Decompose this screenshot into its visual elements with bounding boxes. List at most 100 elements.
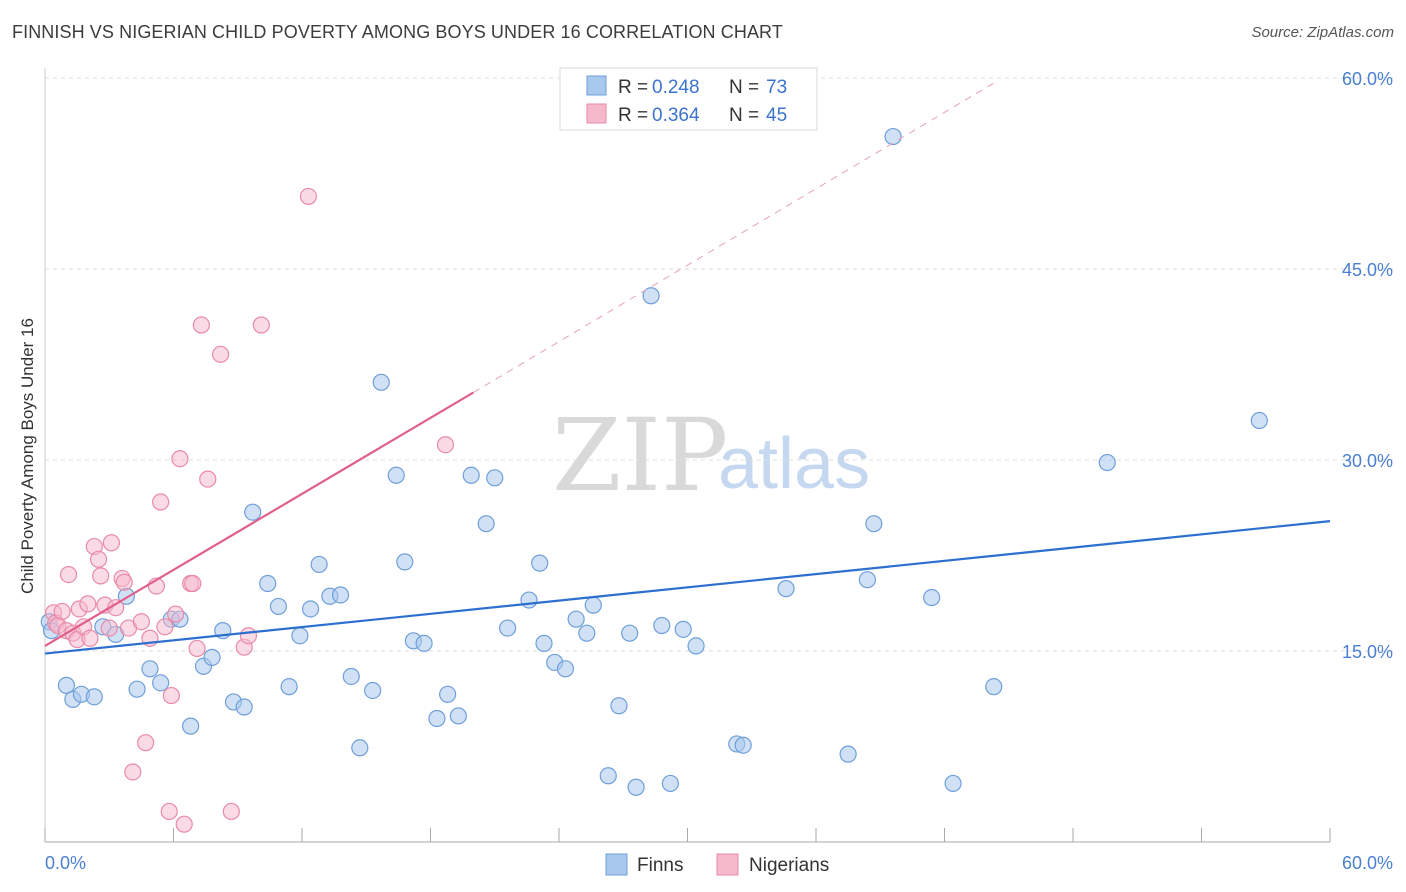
finns-point (661, 774, 679, 793)
finns-point (486, 469, 504, 487)
finns-point (462, 466, 480, 484)
finns-point (85, 688, 103, 706)
trend-lines (44, 80, 1331, 655)
finns-point (269, 597, 288, 616)
nigerians-point (436, 436, 455, 454)
finns-point (1250, 411, 1268, 430)
nigerians-point (171, 450, 189, 468)
x-tick-label: 0.0% (45, 853, 86, 873)
legend-nigerians-swatch (586, 103, 607, 124)
nigerians-point (252, 316, 270, 334)
finns-point (203, 648, 221, 666)
finns-point (152, 674, 170, 692)
finns-point (653, 616, 671, 635)
finns-point (944, 774, 962, 793)
finns-point (449, 707, 467, 725)
finns-point (428, 709, 446, 728)
legend-finns-n-label: N = (729, 77, 759, 98)
nigerians-point (212, 345, 230, 363)
finns-point (415, 634, 433, 652)
finns-point (351, 739, 369, 757)
finns-point (291, 627, 309, 645)
finns-point (439, 685, 457, 703)
legend-nigerians-n-label: N = (729, 105, 759, 126)
finns-point (584, 596, 602, 614)
finns-point (310, 555, 328, 574)
bottom-legend: Finns Nigerians (605, 853, 829, 876)
finns-point (627, 778, 645, 796)
nigerians-point (137, 734, 155, 752)
bottom-legend-finns-label: Finns (637, 855, 683, 876)
nigerians-trend-line (44, 391, 474, 647)
legend-nigerians-r-value: 0.364 (652, 105, 700, 126)
nigerians-point (92, 567, 110, 585)
finns-point (858, 571, 877, 589)
finns-point (477, 515, 495, 533)
finns-point (531, 554, 549, 572)
finns-point (372, 373, 390, 391)
finns-point (556, 660, 575, 678)
nigerians-point (192, 316, 210, 334)
finns-point (839, 745, 857, 763)
source-label: Source: ZipAtlas.com (1251, 24, 1394, 41)
finns-point (331, 586, 350, 604)
nigerians-point (124, 763, 142, 781)
y-tick-label: 30.0% (1342, 451, 1393, 471)
finns-points (40, 127, 1268, 796)
finns-point (141, 660, 159, 678)
finns-point (57, 676, 76, 694)
finns-point (364, 681, 382, 700)
nigerians-point (102, 534, 120, 552)
legend-nigerians-r-label: R = (618, 105, 648, 126)
finns-point (985, 678, 1003, 696)
nigerians-point (152, 493, 170, 511)
y-axis-label: Child Poverty Among Boys Under 16 (18, 318, 37, 594)
gridlines (45, 77, 1393, 652)
legend-nigerians-n-value: 45 (766, 105, 787, 126)
finns-point (674, 620, 692, 638)
chart-title: FINNISH VS NIGERIAN CHILD POVERTY AMONG … (12, 22, 783, 42)
finns-point (621, 624, 639, 642)
finns-point (396, 553, 414, 571)
bottom-legend-finns-swatch (605, 853, 628, 876)
finns-point (734, 736, 752, 754)
legend-finns-r-label: R = (618, 77, 648, 98)
finns-point (520, 591, 538, 609)
finns-point (1098, 453, 1116, 472)
nigerians-point (160, 802, 178, 821)
nigerians-point (89, 550, 108, 568)
legend-finns-n-value: 73 (766, 77, 787, 98)
nigerians-point (79, 595, 97, 613)
finns-trend-line (44, 520, 1331, 655)
watermark-zip: ZIP (552, 397, 728, 514)
nigerians-point (156, 618, 174, 636)
nigerians-point (100, 619, 118, 637)
nigerians-point (81, 629, 99, 647)
nigerians-point (167, 605, 185, 623)
nigerians-point (199, 470, 217, 488)
finns-point (884, 127, 902, 146)
legend-finns-swatch (586, 75, 607, 96)
finns-point (865, 515, 883, 533)
y-tick-label: 45.0% (1342, 260, 1393, 280)
nigerians-point (115, 573, 133, 591)
finns-point (610, 697, 628, 715)
finns-point (687, 637, 705, 655)
nigerians-point (162, 686, 180, 705)
axes (44, 68, 1331, 843)
nigerians-points (44, 187, 455, 833)
finns-point (923, 588, 941, 607)
finns-point (499, 619, 517, 637)
nigerians-point (188, 639, 206, 658)
finns-point (342, 667, 360, 686)
finns-point (387, 466, 405, 484)
finns-point (777, 580, 795, 598)
finns-point (280, 678, 298, 696)
nigerians-point (184, 574, 202, 593)
finns-point (235, 698, 253, 716)
bottom-legend-nigerians-swatch (716, 853, 739, 876)
nigerians-point (175, 815, 193, 833)
finns-point (567, 610, 585, 628)
tick-labels: 15.0% 30.0% 45.0% 60.0% 0.0% 60.0% (45, 69, 1393, 873)
